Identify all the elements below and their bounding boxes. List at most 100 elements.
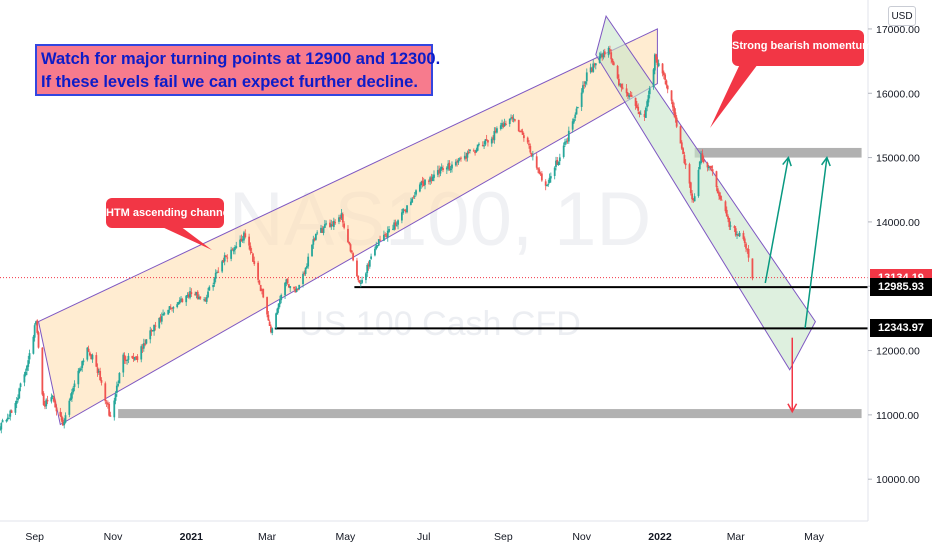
candle-body <box>403 209 406 211</box>
candle-body <box>334 222 337 224</box>
candle <box>388 226 390 233</box>
candle <box>100 377 103 386</box>
candle-body <box>90 354 93 360</box>
candle-body <box>73 383 76 387</box>
candle-body <box>691 193 693 200</box>
candle-body <box>689 182 692 194</box>
candle <box>109 411 112 417</box>
candle-body <box>553 167 556 176</box>
candle <box>643 110 646 122</box>
candle <box>222 257 225 263</box>
price-tag-level-1: 12985.93 <box>870 278 932 297</box>
candle-body <box>674 112 677 119</box>
candle <box>213 277 216 287</box>
candle-body <box>384 234 387 236</box>
candle-body <box>141 347 144 349</box>
candle-body <box>216 272 218 274</box>
candle-body <box>418 184 421 192</box>
candle <box>114 391 117 405</box>
candle <box>630 91 633 97</box>
candle <box>187 291 190 299</box>
candle-body <box>280 294 283 301</box>
candle <box>531 150 534 161</box>
candle <box>598 52 601 64</box>
candle-body <box>314 233 317 240</box>
candle <box>646 99 649 112</box>
candle <box>697 167 700 198</box>
candle <box>620 83 623 92</box>
currency-badge[interactable]: USD <box>888 6 916 26</box>
candle <box>24 368 27 377</box>
candle-body <box>661 63 664 74</box>
candle-body <box>697 169 700 197</box>
candle-body <box>225 255 227 258</box>
candle-body <box>54 400 57 408</box>
candle <box>496 126 498 134</box>
candle-body <box>1 420 4 423</box>
candle <box>719 192 722 201</box>
y-tick-label: 11000.00 <box>876 410 919 422</box>
candle <box>312 235 315 249</box>
candle-body <box>46 399 49 402</box>
candle-body <box>510 117 512 119</box>
candle <box>44 401 46 410</box>
candle <box>394 219 397 230</box>
candle <box>585 68 588 86</box>
candle <box>267 311 270 322</box>
candle-body <box>575 108 578 115</box>
candle-body <box>574 114 577 118</box>
candle-body <box>521 131 524 135</box>
candle-body <box>338 217 340 222</box>
level-lines-layer[interactable] <box>0 277 868 330</box>
analysis-note[interactable]: Watch for major turning points at 12900 … <box>35 44 440 96</box>
candles-layer[interactable] <box>0 45 754 434</box>
arrows-layer[interactable] <box>764 156 831 414</box>
candle-body <box>284 282 286 296</box>
ascending-channel-bubble[interactable]: HTM ascending channel <box>106 198 232 228</box>
candle-body <box>571 121 574 130</box>
candle-body <box>203 299 206 301</box>
candle-body <box>430 177 433 181</box>
candle-body <box>499 125 502 129</box>
candle-body <box>368 259 371 267</box>
candle <box>203 297 206 302</box>
candle <box>439 166 442 177</box>
candle-body <box>656 60 659 66</box>
x-tick-label: May <box>804 531 825 543</box>
candle <box>576 106 579 109</box>
bearish-momentum-bubble[interactable]: Strong bearish momentum <box>732 30 872 66</box>
candle-body <box>386 230 389 238</box>
x-tick-label: Jul <box>417 531 430 543</box>
candle <box>522 132 525 142</box>
y-tick-label: 10000.00 <box>876 474 920 486</box>
candle-body <box>411 198 414 203</box>
candle <box>607 46 610 58</box>
candle-body <box>144 343 146 345</box>
candle-body <box>235 246 238 248</box>
candle-body <box>350 250 353 253</box>
candle <box>698 160 701 170</box>
candle <box>456 158 459 167</box>
candle-body <box>539 173 542 175</box>
candle-body <box>286 278 289 284</box>
candle <box>153 324 155 336</box>
candle <box>212 282 215 291</box>
candle <box>612 60 615 66</box>
candle-body <box>666 85 669 90</box>
candle <box>1 418 4 423</box>
candle <box>53 393 55 403</box>
candle-body <box>154 325 157 327</box>
channel-bubble-pointer <box>160 226 212 250</box>
candle <box>610 49 613 64</box>
candle <box>248 233 251 250</box>
candle <box>601 53 604 61</box>
candle-body <box>79 368 82 371</box>
candle <box>558 153 561 166</box>
y-tick-label: 12000.00 <box>876 346 920 358</box>
candle <box>384 232 387 238</box>
candle <box>95 352 98 368</box>
candle <box>415 189 417 197</box>
candle <box>505 120 507 126</box>
